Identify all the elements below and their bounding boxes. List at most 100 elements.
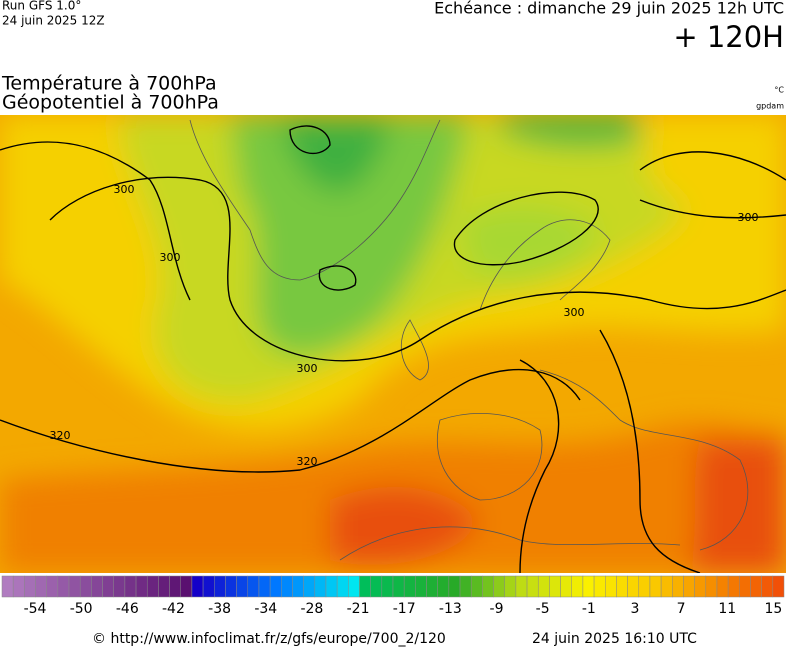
colorbar-cell: [247, 575, 260, 598]
colorbar-cell: [582, 575, 595, 598]
colorbar-cell: [258, 575, 271, 598]
colorbar-cell: [191, 575, 204, 598]
colorbar-cell: [716, 575, 729, 598]
colorbar-cell: [24, 575, 36, 598]
colorbar-cell: [560, 575, 572, 598]
colorbar-cell: [68, 575, 81, 598]
colorbar-cell: [91, 575, 103, 598]
contour-label: 320: [50, 429, 71, 442]
colorbar-cell: [381, 575, 394, 598]
source-url: © http://www.infoclimat.fr/z/gfs/europe/…: [92, 631, 446, 647]
colorbar-cell: [102, 575, 114, 598]
colorbar-label: -21: [347, 601, 370, 617]
colorbar-label: -34: [254, 601, 277, 617]
colorbar-cell: [146, 575, 159, 598]
colorbar-cell: [415, 575, 427, 598]
colorbar-cell: [336, 575, 349, 598]
contour-labels: 300 300 300 300 300 320 320: [50, 183, 759, 468]
colorbar-cell: [694, 575, 707, 598]
colorbar-cell: [616, 575, 628, 598]
colorbar-cell: [1, 575, 14, 598]
colorbar-label: -9: [490, 601, 504, 617]
contour-label: 300: [297, 362, 318, 375]
colorbar-cell: [392, 575, 405, 598]
colorbar-cell: [202, 575, 215, 598]
title-geopotential: Géopotentiel à 700hPa: [2, 92, 219, 114]
colorbar-label: -50: [70, 601, 93, 617]
colorbar-cell: [236, 575, 249, 598]
contour-label: 320: [297, 455, 318, 468]
colorbar-cell: [459, 575, 472, 598]
colorbar-cell: [571, 575, 584, 598]
contour-label: 300: [114, 183, 135, 196]
colorbar-label: 11: [718, 601, 736, 617]
colorbar-label: -42: [162, 601, 185, 617]
colorbar-cell: [314, 575, 327, 598]
colorbar-cell: [426, 575, 438, 598]
colorbar-cell: [504, 575, 517, 598]
colorbar-cell: [269, 575, 282, 598]
colorbar-cell: [526, 575, 539, 598]
colorbar-cell: [493, 575, 505, 598]
colorbar-cell: [403, 575, 416, 598]
colorbar-cell: [35, 575, 47, 598]
colorbar-cell: [370, 575, 383, 598]
colorbar-cell: [303, 575, 316, 598]
colorbar-cell: [57, 575, 70, 598]
colorbar-label: -13: [439, 601, 462, 617]
colorbar-cell: [727, 575, 740, 598]
colorbar-label: 7: [677, 601, 686, 617]
colorbar-cell: [593, 575, 606, 598]
colorbar-cell: [281, 575, 293, 598]
colorbar-label: -28: [300, 601, 323, 617]
generated-time: 24 juin 2025 16:10 UTC: [532, 631, 697, 647]
lead-time: + 120H: [673, 20, 784, 54]
colorbar-cell: [515, 575, 528, 598]
colorbar-cell: [348, 575, 360, 598]
colorbar-cell: [214, 575, 226, 598]
colorbar-label: 15: [764, 601, 782, 617]
colorbar-cell: [549, 575, 561, 598]
colorbar-cell: [649, 575, 662, 598]
colorbar: -54 -50 -46 -42 -38 -34 -28 -21 -17 -13 -9 -5 -1 3 7 11…: [1, 575, 785, 617]
colorbar-label: -17: [393, 601, 416, 617]
colorbar-cell: [158, 575, 170, 598]
colorbar-cell: [225, 575, 237, 598]
colorbar-cell: [437, 575, 450, 598]
colorbar-cell: [113, 575, 126, 598]
colorbar-cell: [448, 575, 461, 598]
valid-time: Echéance : dimanche 29 juin 2025 12h UTC: [434, 0, 784, 18]
colorbar-cell: [772, 575, 785, 598]
colorbar-cell: [605, 575, 617, 598]
colorbar-cell: [359, 575, 371, 598]
colorbar-cell: [470, 575, 483, 598]
contour-label: 300: [738, 211, 759, 224]
colorbar-cell: [537, 575, 550, 598]
contour-label: 300: [564, 306, 585, 319]
colorbar-cell: [482, 575, 494, 598]
geopotential-contours: [0, 125, 786, 573]
colorbar-label: -38: [208, 601, 231, 617]
colorbar-cell: [79, 575, 92, 598]
title-temperature: Température à 700hPa: [1, 73, 217, 95]
colorbar-cell: [12, 575, 25, 598]
run-date: 24 juin 2025 12Z: [2, 14, 105, 28]
colorbar-cell: [672, 575, 684, 598]
colorbar-cell: [739, 575, 751, 598]
colorbar-cell: [180, 575, 193, 598]
colorbar-cell: [705, 575, 718, 598]
colorbar-cell: [169, 575, 181, 598]
colorbar-cell: [660, 575, 673, 598]
unit-temperature: °C: [774, 86, 784, 95]
colorbar-cell: [683, 575, 695, 598]
colorbar-cell: [292, 575, 304, 598]
colorbar-label: -5: [536, 601, 550, 617]
colorbar-cell: [46, 575, 59, 598]
colorbar-label: -46: [116, 601, 139, 617]
colorbar-cell: [761, 575, 774, 598]
colorbar-cell: [135, 575, 148, 598]
colorbar-cell: [627, 575, 640, 598]
colorbar-cell: [750, 575, 762, 598]
colorbar-label: -1: [582, 601, 596, 617]
